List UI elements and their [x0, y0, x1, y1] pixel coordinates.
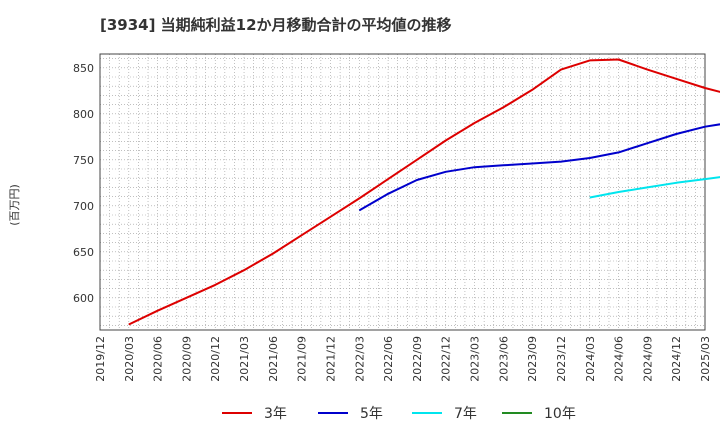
y-tick-label: 750	[73, 154, 94, 167]
x-tick-label: 2020/06	[152, 336, 165, 382]
series-line-3年	[128, 58, 720, 326]
x-tick-label: 2021/09	[296, 336, 309, 382]
x-tick-label: 2023/06	[497, 336, 510, 382]
x-tick-label: 2021/06	[267, 336, 280, 382]
x-tick-label: 2022/09	[411, 336, 424, 382]
x-tick-label: 2024/06	[613, 336, 626, 382]
x-tick-label: 2024/12	[670, 336, 683, 382]
series-line-5年	[358, 123, 720, 212]
y-tick-label: 850	[73, 62, 94, 75]
y-axis-label: (百万円)	[8, 184, 21, 226]
x-tick-label: 2021/03	[238, 336, 251, 382]
x-tick-label: 2020/09	[180, 336, 193, 382]
x-tick-label: 2025/03	[699, 336, 712, 382]
x-tick-label: 2021/12	[324, 336, 337, 382]
x-tick-label: 2020/12	[209, 336, 222, 382]
legend-label-3年: 3年	[264, 406, 287, 422]
legend-label-10年: 10年	[544, 406, 576, 422]
y-tick-label: 650	[73, 246, 94, 259]
legend-label-5年: 5年	[360, 406, 383, 422]
legend-label-7年: 7年	[454, 406, 477, 422]
x-tick-label: 2023/12	[555, 336, 568, 382]
x-tick-label: 2023/03	[469, 336, 482, 382]
y-tick-label: 600	[73, 292, 94, 305]
chart-title: [3934] 当期純利益12か月移動合計の平均値の推移	[100, 16, 452, 34]
plot-area: 600 650 700 750 800 850 2019/12 2020/03 2020/06 2…	[73, 53, 720, 382]
x-tick-label: 2024/09	[641, 336, 654, 382]
plot-frame	[99, 53, 706, 331]
x-tick-label: 2019/12	[94, 336, 107, 382]
legend: 3年 5年 7年 10年	[222, 406, 576, 422]
series-line-7年	[589, 176, 720, 199]
y-tick-label: 800	[73, 108, 94, 121]
x-tick-label: 2022/06	[382, 336, 395, 382]
x-tick-label: 2022/12	[440, 336, 453, 382]
x-tick-label: 2023/09	[526, 336, 539, 382]
x-tick-label: 2024/03	[584, 336, 597, 382]
x-tick-label: 2020/03	[123, 336, 136, 382]
y-tick-label: 700	[73, 200, 94, 213]
x-tick-label: 2022/03	[353, 336, 366, 382]
